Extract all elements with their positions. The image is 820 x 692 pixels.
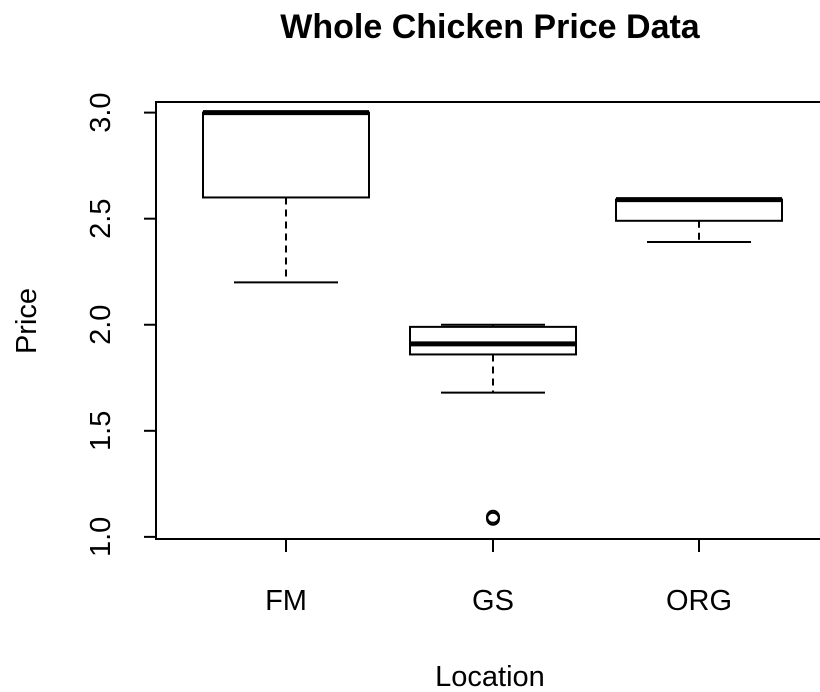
outlier-point bbox=[486, 511, 500, 526]
box-fm bbox=[202, 110, 370, 284]
box-body bbox=[409, 325, 577, 356]
x-tick-label: ORG bbox=[666, 585, 732, 617]
y-tick-label: 2.5 bbox=[85, 199, 117, 239]
y-tick-label: 2.0 bbox=[85, 305, 117, 345]
y-tick-label: 1.5 bbox=[85, 411, 117, 451]
box-gs bbox=[409, 323, 577, 526]
y-tick-label: 3.0 bbox=[85, 92, 117, 132]
y-axis: 1.0 1.5 2.0 2.5 3.0 bbox=[85, 92, 157, 557]
box-body bbox=[615, 198, 783, 222]
box-org bbox=[615, 197, 783, 244]
y-axis-label: Price bbox=[11, 288, 43, 354]
x-axis: FM GS ORG bbox=[265, 538, 732, 617]
chart-title: Whole Chicken Price Data bbox=[280, 8, 701, 46]
x-axis-label: Location bbox=[435, 661, 545, 692]
box-body bbox=[202, 111, 370, 199]
x-tick-label: FM bbox=[265, 585, 307, 617]
boxes-group bbox=[202, 110, 783, 526]
y-tick-label: 1.0 bbox=[85, 517, 117, 557]
x-tick-label: GS bbox=[472, 585, 514, 617]
